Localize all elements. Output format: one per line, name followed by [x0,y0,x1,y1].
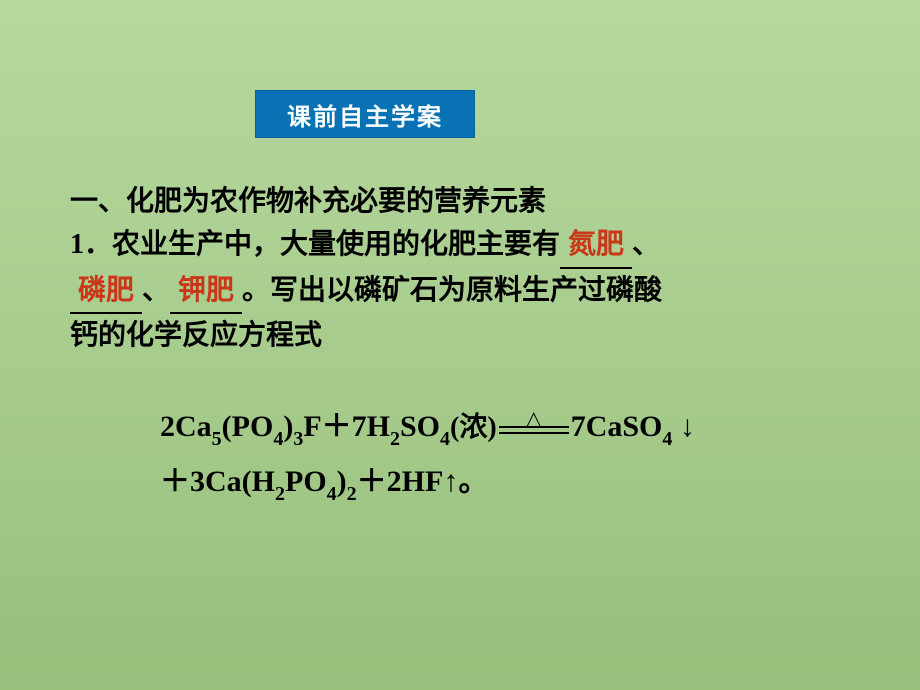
blank-1: 氮肥 [560,223,632,268]
eq-l3: ) [283,410,293,443]
eq-l5: SO [400,410,440,443]
eq-s4c: 4 [662,428,672,450]
eq-s4d: 4 [327,483,337,505]
blank-2: 磷肥 [70,269,142,314]
eq-conc: (浓) [450,412,497,443]
line2-post: 。写出以磷矿石为原料生产过磷酸 [242,275,662,306]
eq-s2c: 2 [347,483,357,505]
title-box: 课前自主学案 [255,90,475,138]
eq-r1: 7CaSO [571,410,663,443]
line3: 钙的化学反应方程式 [70,320,322,351]
eq-s5: 5 [212,428,222,450]
eq-l2-2: PO [285,465,327,498]
content: 一、化肥为农作物补充必要的营养元素 1．农业生产中，大量使用的化肥主要有氮肥、 … [70,180,880,358]
eq-line-1 [499,426,569,428]
equation-line-2: ＋3Ca(H2PO4)2＋2HF↑。 [160,455,860,510]
eq-s2b: 2 [275,483,285,505]
line1-post: 、 [632,229,660,260]
eq-l2-3: ) [337,465,347,498]
body-text: 1．农业生产中，大量使用的化肥主要有氮肥、 磷肥、钾肥。写出以磷矿石为原料生产过… [70,223,880,357]
line1-pre: 1．农业生产中，大量使用的化肥主要有 [70,229,560,260]
fill-2: 磷肥 [70,275,142,306]
eq-s3a: 3 [293,428,303,450]
eq-l2-4: ＋2HF↑ [357,465,459,498]
title-text: 课前自主学案 [287,97,443,132]
blank-3: 钾肥 [170,269,242,314]
eq-down: ↓ [680,410,695,443]
eq-l4: F＋7H [303,410,390,443]
equation-line-1: 2Ca5(PO4)3F＋7H2SO4(浓)△7CaSO4 ↓ [160,400,860,455]
fill-1: 氮肥 [560,229,632,260]
eq-s4b: 4 [440,428,450,450]
eq-line-2 [499,432,569,434]
eq-l2: (PO [222,410,274,443]
eq-l1: 2Ca [160,410,212,443]
eq-period: 。 [458,465,488,498]
section-heading: 一、化肥为农作物补充必要的营养元素 [70,180,880,223]
eq-s2a: 2 [390,428,400,450]
sep: 、 [142,275,170,306]
eq-s4a: 4 [273,428,283,450]
fill-3: 钾肥 [170,275,242,306]
eq-l2-1: ＋3Ca(H [160,465,275,498]
equation-block: 2Ca5(PO4)3F＋7H2SO4(浓)△7CaSO4 ↓ ＋3Ca(H2PO… [160,400,860,510]
